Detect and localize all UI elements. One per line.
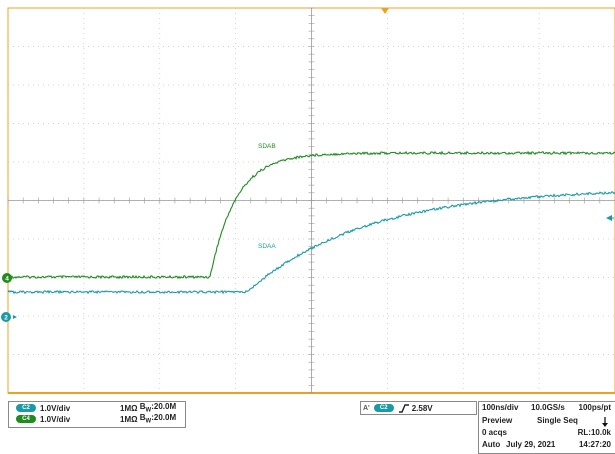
channel-c4-tag[interactable]: C4 (16, 415, 36, 423)
sample-rate: 10.0GS/s (531, 403, 565, 412)
trace-label-sdab: SDAB (258, 143, 276, 150)
channel-4-ground-label: 4 (5, 276, 9, 283)
waveform-graticule: SDAB SDAA 4 2 (1, 7, 615, 394)
trigger-position-icon (381, 8, 389, 14)
channel-c2-bandwidth: BW:20.0M (139, 402, 177, 414)
acquisition-row-count: 0 acqs RL:10.0k (482, 428, 613, 438)
channel-2-ground-arrow-icon (13, 315, 17, 319)
channel-c4-bandwidth: BW:20.0M (139, 413, 177, 425)
acquisition-row-mode: Preview Single Seq (482, 416, 613, 427)
waveform-sdab (7, 150, 615, 280)
trigger-source-tag[interactable]: C2 (373, 404, 394, 412)
sequence-mode: Single Seq (537, 416, 578, 425)
channel-c2-tag[interactable]: C2 (16, 404, 36, 412)
resolution: 100ps/pt (578, 403, 611, 412)
channel-c2-settings[interactable]: C2 1.0V/div 1MΩ BW:20.0M (10, 402, 182, 414)
acquisition-time: 14:27:20 (578, 440, 611, 449)
acquisition-row-status: Auto July 29, 2021 14:27:20 (482, 440, 613, 450)
waveform-sdaa (7, 190, 615, 295)
timebase[interactable]: 100ns/div (482, 403, 519, 412)
channel-c4-scale: 1.0V/div (40, 414, 71, 424)
rising-edge-icon (398, 403, 409, 413)
channel-c4-settings[interactable]: C4 1.0V/div 1MΩ BW:20.0M (10, 413, 182, 425)
channel-2-ground-marker (1, 312, 11, 322)
trigger-level-arrow-icon (606, 215, 612, 221)
trigger-settings[interactable]: A' C2 2.58V (363, 403, 433, 413)
channel-c2-scale: 1.0V/div (40, 403, 71, 413)
channel-4-ground-marker (2, 273, 12, 283)
trigger-mode: Auto (482, 440, 501, 449)
channel-settings-panel (8, 401, 186, 428)
trigger-prefix: A' (363, 404, 370, 412)
trigger-level: 2.58V (411, 403, 433, 413)
channel-c4-coupling: 1MΩ (120, 414, 138, 424)
channel-2-ground-label: 2 (4, 315, 8, 322)
record-length: RL:10.0k (577, 428, 611, 437)
acquisition-count: 0 acqs (482, 428, 507, 437)
acquisition-date: July 29, 2021 (506, 440, 556, 449)
trace-label-sdaa: SDAA (258, 243, 276, 250)
acquisition-row-timebase: 100ns/div 10.0GS/s 100ps/pt (482, 403, 613, 413)
acquisition-mode: Preview (482, 416, 513, 425)
oscilloscope-display: SDAB SDAA 4 2 (1, 7, 615, 394)
channel-c2-coupling: 1MΩ (120, 403, 138, 413)
stop-arrow-icon (602, 417, 608, 427)
